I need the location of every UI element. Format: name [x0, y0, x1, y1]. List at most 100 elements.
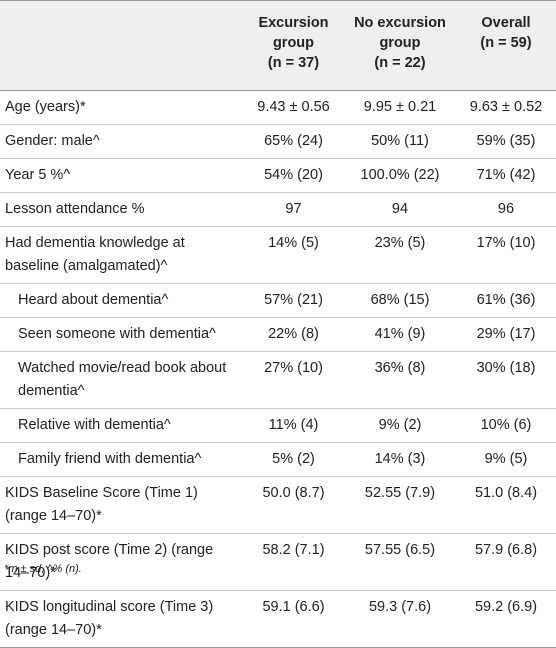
- cell: 36% (8): [344, 351, 456, 409]
- row-label: Lesson attendance %: [0, 192, 243, 227]
- header-line: group: [379, 35, 421, 51]
- cell: 59% (35): [456, 124, 556, 159]
- header-line: No excursion: [354, 15, 446, 31]
- label-line: Year 5 %^: [5, 167, 71, 183]
- table-row: Year 5 %^ 54% (20) 100.0% (22) 71% (42): [0, 158, 556, 193]
- row-label: Year 5 %^: [0, 158, 243, 193]
- label-line: Seen someone with dementia^: [18, 326, 216, 342]
- column-header: No excursion group (n = 22): [344, 1, 456, 91]
- cell: 9% (2): [344, 408, 456, 443]
- label-line: dementia^: [18, 383, 85, 399]
- cell: 96: [456, 192, 556, 227]
- label-line: Relative with dementia^: [18, 417, 171, 433]
- label-line: Lesson attendance %: [5, 201, 145, 217]
- cell: 9.63 ± 0.52: [456, 90, 556, 125]
- cell: 14% (3): [344, 442, 456, 477]
- column-header: Excursion group (n = 37): [243, 1, 344, 91]
- table-row: Lesson attendance % 97 94 96: [0, 192, 556, 227]
- header-line: (n = 37): [267, 55, 320, 71]
- row-label: KIDS post score (Time 2) (range 14–70)*: [0, 533, 243, 591]
- table-row: Relative with dementia^ 11% (4) 9% (2) 10% …: [0, 408, 556, 443]
- cell: 9% (5): [456, 442, 556, 477]
- cell: 65% (24): [243, 124, 344, 159]
- cell: 11% (4): [243, 408, 344, 443]
- cell: 27% (10): [243, 351, 344, 409]
- column-header: Overall (n = 59): [456, 1, 556, 91]
- table-header: Excursion group (n = 37) No excursion group (…: [0, 0, 556, 91]
- cell: 52.55 (7.9): [344, 476, 456, 534]
- cell: 9.43 ± 0.56: [243, 90, 344, 125]
- table-row: Had dementia knowledge at baseline (amalg…: [0, 226, 556, 284]
- cell: 30% (18): [456, 351, 556, 409]
- header-row: Excursion group (n = 37) No excursion group (…: [0, 0, 556, 91]
- cell: 50.0 (8.7): [243, 476, 344, 534]
- cell: 97: [243, 192, 344, 227]
- row-label: KIDS longitudinal score (Time 3) (range 1…: [0, 590, 243, 648]
- label-line: KIDS longitudinal score (Time 3): [5, 599, 214, 615]
- cell: 100.0% (22): [344, 158, 456, 193]
- label-line: Gender: male^: [5, 133, 100, 149]
- cell: 59.1 (6.6): [243, 590, 344, 648]
- row-label: Relative with dementia^: [0, 408, 243, 443]
- cell: 22% (8): [243, 317, 344, 352]
- cell: 68% (15): [344, 283, 456, 318]
- cell: 54% (20): [243, 158, 344, 193]
- cell: 9.95 ± 0.21: [344, 90, 456, 125]
- cell: 59.3 (7.6): [344, 590, 456, 648]
- row-label: Had dementia knowledge at baseline (amalg…: [0, 226, 243, 284]
- cell: 61% (36): [456, 283, 556, 318]
- table-row: Family friend with dementia^ 5% (2) 14% (3…: [0, 442, 556, 477]
- cell: 57% (21): [243, 283, 344, 318]
- header-line: (n = 59): [480, 35, 532, 51]
- row-label: KIDS Baseline Score (Time 1) (range 14–70…: [0, 476, 243, 534]
- row-label: Seen someone with dementia^: [0, 317, 243, 352]
- cell: 41% (9): [344, 317, 456, 352]
- row-label: Heard about dementia^: [0, 283, 243, 318]
- cell: 58.2 (7.1): [243, 533, 344, 591]
- table-row: Watched movie/read book about dementia^ 27…: [0, 351, 556, 409]
- table-row: Seen someone with dementia^ 22% (8) 41% (9…: [0, 317, 556, 352]
- header-line: (n = 22): [374, 55, 426, 71]
- table-row: Gender: male^ 65% (24) 50% (11) 59% (35): [0, 124, 556, 159]
- label-line: Watched movie/read book about: [18, 360, 227, 376]
- table-row: KIDS post score (Time 2) (range 14–70)* 58…: [0, 533, 556, 591]
- row-label: Family friend with dementia^: [0, 442, 243, 477]
- row-label: Gender: male^: [0, 124, 243, 159]
- label-line: KIDS post score (Time 2) (range: [5, 542, 214, 558]
- column-header: [0, 1, 243, 91]
- cell: 10% (6): [456, 408, 556, 443]
- header-line: group: [272, 35, 315, 51]
- cell: 50% (11): [344, 124, 456, 159]
- table-row: Age (years)* 9.43 ± 0.56 9.95 ± 0.21 9.63 ±…: [0, 90, 556, 125]
- row-label: Watched movie/read book about dementia^: [0, 351, 243, 409]
- cell: 59.2 (6.9): [456, 590, 556, 648]
- cell: 57.55 (6.5): [344, 533, 456, 591]
- label-line: Had dementia knowledge at: [5, 235, 185, 251]
- cell: 71% (42): [456, 158, 556, 193]
- label-line: (range 14–70)*: [5, 508, 102, 524]
- table-row: KIDS Baseline Score (Time 1) (range 14–70…: [0, 476, 556, 534]
- row-label: Age (years)*: [0, 90, 243, 125]
- footnote: *m ± sd, ^% (n).: [4, 563, 82, 575]
- cell: 29% (17): [456, 317, 556, 352]
- label-line: baseline (amalgamated)^: [5, 258, 168, 274]
- table-row: Heard about dementia^ 57% (21) 68% (15) 61%…: [0, 283, 556, 318]
- label-line: KIDS Baseline Score (Time 1): [5, 485, 198, 501]
- label-line: 14–70)*: [5, 565, 56, 581]
- cell: 5% (2): [243, 442, 344, 477]
- header-line: Excursion: [258, 15, 329, 31]
- label-line: Heard about dementia^: [18, 292, 169, 308]
- cell: 17% (10): [456, 226, 556, 284]
- cell: 94: [344, 192, 456, 227]
- table-body: Age (years)* 9.43 ± 0.56 9.95 ± 0.21 9.63 ±…: [0, 90, 556, 648]
- label-line: Family friend with dementia^: [18, 451, 202, 467]
- table-row: KIDS longitudinal score (Time 3) (range 1…: [0, 590, 556, 648]
- cell: 14% (5): [243, 226, 344, 284]
- cell: 51.0 (8.4): [456, 476, 556, 534]
- header-line: Overall: [481, 15, 531, 31]
- cell: 57.9 (6.8): [456, 533, 556, 591]
- label-line: Age (years)*: [5, 99, 86, 115]
- cell: 23% (5): [344, 226, 456, 284]
